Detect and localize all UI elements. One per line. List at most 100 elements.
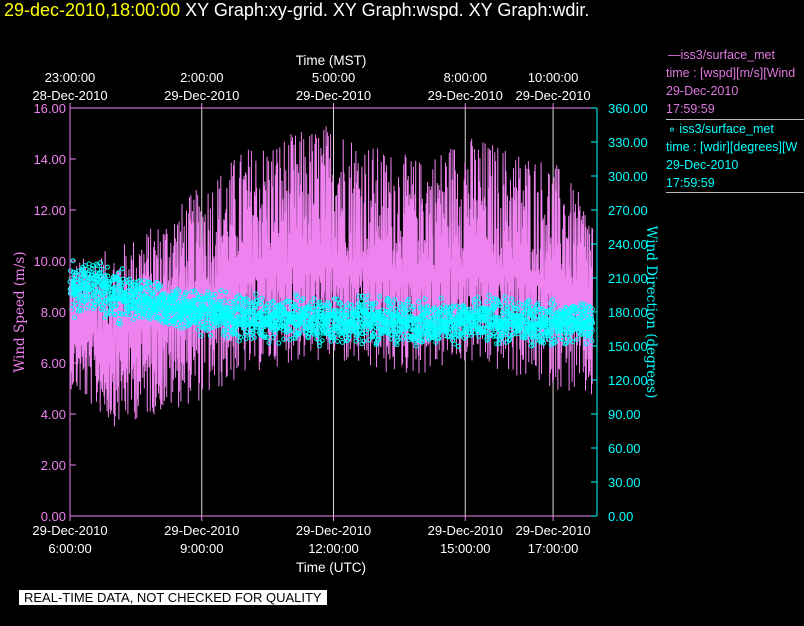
wdir-point — [589, 338, 595, 344]
legend-wdir-date: 29-Dec-2010 — [666, 158, 739, 172]
legend-separator — [666, 119, 804, 120]
wdir-point — [126, 312, 132, 318]
wdir-point — [401, 302, 407, 308]
wdir-point — [520, 325, 526, 331]
wdir-point — [317, 299, 323, 305]
wdir-point — [561, 319, 566, 325]
y-left-axis-label: Wind Speed (m/s) — [12, 251, 28, 372]
wdir-point — [189, 289, 195, 295]
wdir-point — [490, 309, 495, 315]
wdir-point — [270, 298, 276, 304]
wdir-point — [542, 333, 548, 339]
wdir-point — [370, 334, 376, 340]
wdir-point — [76, 307, 82, 313]
wdir-point — [265, 301, 271, 307]
wdir-point — [530, 333, 536, 339]
wdir-point — [584, 313, 590, 319]
wdir-point — [98, 260, 104, 266]
wdir-point — [375, 334, 381, 340]
wdir-point — [491, 334, 497, 339]
y-left-tick-label: 4.00 — [41, 407, 66, 422]
wspd-series — [69, 126, 594, 427]
wdir-point — [292, 302, 298, 308]
wdir-point — [72, 315, 78, 321]
wdir-point — [456, 305, 462, 311]
wdir-point — [431, 305, 437, 311]
x-top-axis-label: Time (MST) — [296, 53, 367, 68]
wdir-point — [249, 324, 255, 330]
wdir-point — [589, 327, 595, 333]
wdir-point — [489, 325, 495, 331]
wdir-point — [529, 343, 534, 349]
wdir-point — [373, 300, 379, 306]
wdir-point — [504, 327, 510, 333]
y-right-tick-label: 0.00 — [608, 509, 633, 524]
wdir-point — [549, 307, 555, 312]
x-top-tick-time: 2:00:00 — [180, 70, 223, 85]
x-bottom-tick-date: 29-Dec-2010 — [296, 523, 371, 538]
legend-wspd: —iss3/surface_met time : [wspd][m/s][Win… — [666, 46, 804, 118]
wdir-point — [427, 312, 433, 318]
y-right-tick-label: 90.00 — [608, 407, 641, 422]
wdir-point — [422, 296, 428, 302]
x-bottom-tick-time: 9:00:00 — [180, 541, 223, 556]
y-right-tick-label: 150.00 — [608, 339, 648, 354]
wdir-point — [344, 313, 350, 318]
wdir-point — [295, 326, 300, 332]
wdir-point — [540, 337, 546, 343]
wdir-point — [563, 331, 569, 337]
wdir-point — [319, 338, 325, 344]
wdir-point — [125, 294, 131, 300]
y-left-tick-label: 2.00 — [41, 458, 66, 473]
wdir-point — [238, 334, 243, 340]
wdir-point — [495, 315, 501, 321]
wdir-point — [456, 343, 461, 349]
wdir-point — [273, 320, 279, 326]
wdir-point — [587, 304, 593, 310]
wdir-point — [472, 330, 478, 336]
wdir-point — [201, 300, 207, 306]
wdir-point — [332, 296, 337, 302]
wdir-point — [346, 332, 352, 338]
wdir-point — [165, 314, 171, 320]
wdir-point — [101, 307, 107, 313]
wdir-point — [121, 280, 127, 286]
wdir-point — [308, 300, 314, 306]
wdir-point — [534, 308, 540, 314]
wdir-point — [507, 336, 513, 342]
wdir-point — [154, 279, 160, 285]
wdir-point — [331, 334, 337, 340]
wdir-point — [363, 298, 369, 304]
wdir-point — [541, 340, 547, 346]
y-left-tick-label: 6.00 — [41, 356, 66, 371]
wdir-point — [294, 294, 300, 300]
wdir-point — [421, 316, 427, 322]
wdir-point — [531, 342, 537, 348]
wdir-point — [86, 261, 92, 267]
wdir-point — [454, 326, 460, 332]
wdir-point — [515, 331, 521, 337]
wdir-point — [333, 308, 339, 314]
x-top-tick-date: 29-Dec-2010 — [516, 88, 591, 103]
wdir-point — [112, 312, 118, 318]
wdir-point — [582, 302, 588, 308]
wdir-point — [319, 306, 325, 312]
wdir-point — [348, 302, 354, 308]
wdir-point — [243, 336, 249, 342]
wdir-point — [452, 341, 457, 347]
wdir-point — [183, 290, 189, 296]
wdir-point — [395, 331, 401, 337]
wdir-point — [487, 314, 493, 320]
axes — [69, 103, 598, 521]
wdir-point — [262, 335, 268, 340]
wdir-point — [563, 305, 569, 310]
x-bottom-tick-date: 29-Dec-2010 — [516, 523, 591, 538]
wdir-point — [222, 329, 228, 335]
wdir-point — [138, 284, 144, 290]
wdir-point — [557, 321, 563, 327]
wdir-point — [550, 297, 556, 303]
wdir-point — [433, 339, 439, 345]
wdir-point — [316, 333, 322, 338]
wdir-point — [210, 305, 216, 311]
wdir-point — [92, 303, 98, 309]
